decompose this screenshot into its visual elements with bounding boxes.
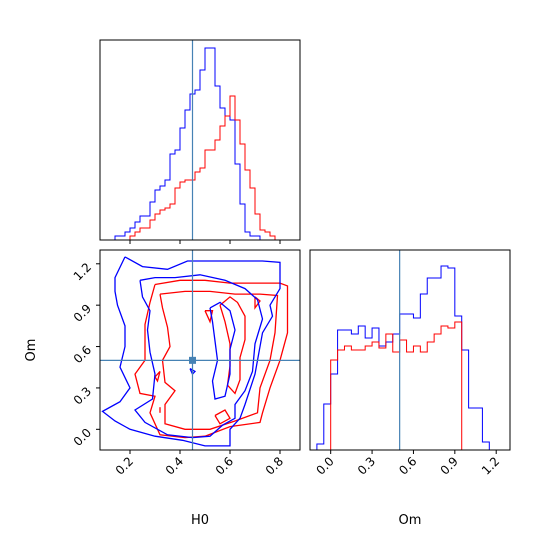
h0-om-contour-panel: 0.2 0.4 0.6 0.8 0.0 0.3 0.6 0.9 1.2 [71, 249, 301, 478]
om-histogram-panel: 0.0 0.3 0.6 0.9 1.2 [309, 249, 511, 478]
red-contour-5 [214, 409, 231, 425]
x-axis-label-om: Om [399, 513, 422, 528]
contour-frame [99, 249, 301, 451]
red-contour-6 [154, 370, 161, 383]
h0-histogram-frame [99, 39, 301, 241]
contour-y-tick-label: 0.0 [71, 426, 94, 449]
contour-x-tick-label: 0.6 [213, 454, 236, 477]
om-x-tick-label: 0.6 [396, 454, 419, 477]
contour-y-tick-label: 1.2 [71, 260, 94, 283]
x-axis-label-h0: H0 [191, 513, 209, 528]
h0-histogram-red-series [115, 95, 276, 241]
blue-contour-0 [101, 256, 281, 447]
contour-lines-group [101, 256, 289, 447]
om-histogram-red-series [316, 321, 490, 451]
om-x-tick-label: 0.9 [438, 454, 461, 477]
om-x-tick-label: 0.0 [313, 454, 336, 477]
y-axis-label-om: Om [24, 339, 39, 362]
red-contour-0 [134, 279, 289, 439]
contour-y-tick-label: 0.9 [71, 301, 94, 324]
contour-x-tick-label: 0.8 [263, 454, 286, 477]
om-histogram-frame [309, 249, 511, 451]
blue-contour-2 [209, 301, 236, 400]
om-x-tick-label: 0.3 [355, 454, 378, 477]
om-x-tick-label: 1.2 [479, 454, 502, 477]
contour-y-tick-label: 0.6 [71, 343, 94, 366]
h0-histogram-blue-series [114, 47, 275, 241]
contour-truth-marker [189, 356, 196, 364]
contour-x-tick-label: 0.4 [163, 454, 186, 477]
h0-histogram-panel [99, 39, 301, 244]
contour-y-tick-label: 0.3 [71, 384, 94, 407]
contour-x-tick-label: 0.2 [113, 454, 136, 477]
red-contour-2 [219, 296, 246, 395]
om-histogram-blue-series [316, 265, 490, 450]
blue-contour-1 [134, 274, 264, 439]
